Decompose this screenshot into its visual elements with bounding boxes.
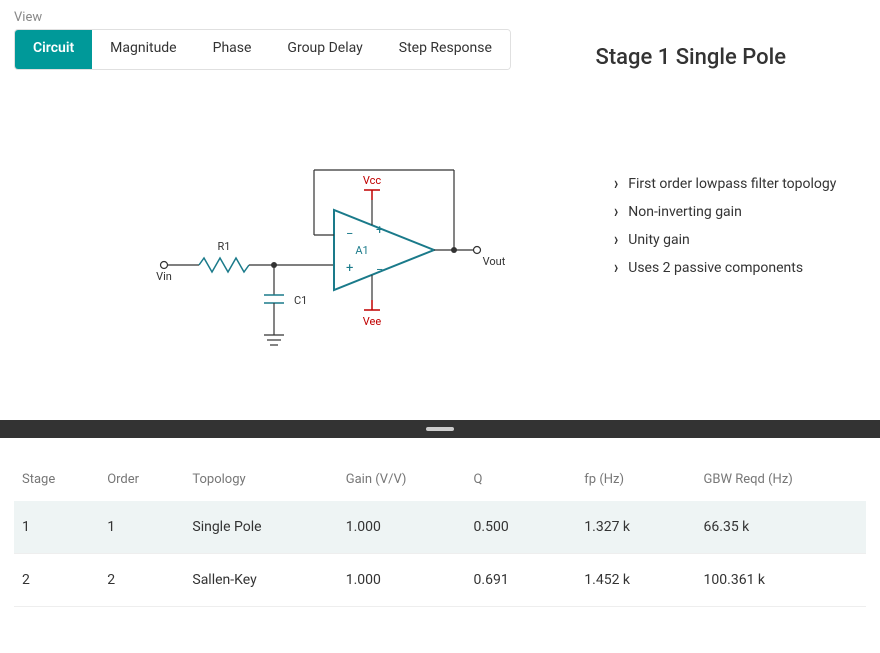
svg-text:−: − xyxy=(376,263,383,278)
tab-magnitude[interactable]: Magnitude xyxy=(92,30,194,69)
svg-text:Vee: Vee xyxy=(363,315,382,328)
svg-text:Vout: Vout xyxy=(483,255,506,268)
chevron-right-icon: › xyxy=(614,230,618,251)
svg-text:A1: A1 xyxy=(355,244,368,257)
tab-phase[interactable]: Phase xyxy=(195,30,270,69)
svg-text:Vcc: Vcc xyxy=(363,174,382,187)
tab-group-delay[interactable]: Group Delay xyxy=(269,30,380,69)
tab-circuit[interactable]: Circuit xyxy=(15,30,92,69)
svg-text:Vin: Vin xyxy=(156,270,172,283)
feature-item: › Unity gain xyxy=(614,226,866,254)
table-cell: 2 xyxy=(99,554,184,607)
table-header: Stage xyxy=(14,458,99,501)
feature-text: Uses 2 passive components xyxy=(628,260,803,276)
table-cell: 100.361 k xyxy=(696,554,866,607)
svg-text:−: − xyxy=(346,227,353,242)
table-cell: 1.000 xyxy=(338,501,466,554)
table-cell: 1 xyxy=(99,501,184,554)
table-cell: 2 xyxy=(14,554,99,607)
tab-step-response[interactable]: Step Response xyxy=(381,30,510,69)
table-header: GBW Reqd (Hz) xyxy=(696,458,866,501)
chevron-right-icon: › xyxy=(614,258,618,279)
drag-handle-icon xyxy=(426,427,454,431)
chevron-right-icon: › xyxy=(614,174,618,195)
stages-table: StageOrderTopologyGain (V/V)Qfp (Hz)GBW … xyxy=(14,458,866,607)
page-title: Stage 1 Single Pole xyxy=(596,29,866,70)
feature-item: › Non-inverting gain xyxy=(614,198,866,226)
table-cell: 1 xyxy=(14,501,99,554)
table-header: Topology xyxy=(184,458,337,501)
svg-text:+: + xyxy=(346,261,353,276)
feature-text: First order lowpass filter topology xyxy=(628,176,836,192)
circuit-diagram: Vin R1 C1 A1 − + xyxy=(14,90,574,390)
panel-divider[interactable] xyxy=(0,420,880,438)
feature-text: Non-inverting gain xyxy=(628,204,742,220)
table-cell: Single Pole xyxy=(184,501,337,554)
table-row[interactable]: 11Single Pole1.0000.5001.327 k66.35 k xyxy=(14,501,866,554)
view-label: View xyxy=(14,10,866,25)
table-row[interactable]: 22Sallen-Key1.0000.6911.452 k100.361 k xyxy=(14,554,866,607)
table-cell: 0.500 xyxy=(466,501,577,554)
table-header: Q xyxy=(466,458,577,501)
table-cell: 1.000 xyxy=(338,554,466,607)
table-cell: Sallen-Key xyxy=(184,554,337,607)
table-cell: 1.327 k xyxy=(576,501,695,554)
feature-item: › Uses 2 passive components xyxy=(614,254,866,282)
table-cell: 0.691 xyxy=(466,554,577,607)
table-header: fp (Hz) xyxy=(576,458,695,501)
svg-text:C1: C1 xyxy=(294,294,307,307)
feature-text: Unity gain xyxy=(628,232,690,248)
svg-text:+: + xyxy=(376,223,383,238)
table-cell: 1.452 k xyxy=(576,554,695,607)
tabs: CircuitMagnitudePhaseGroup DelayStep Res… xyxy=(14,29,511,70)
table-header: Gain (V/V) xyxy=(338,458,466,501)
svg-text:R1: R1 xyxy=(218,240,231,253)
chevron-right-icon: › xyxy=(614,202,618,223)
feature-item: › First order lowpass filter topology xyxy=(614,170,866,198)
table-cell: 66.35 k xyxy=(696,501,866,554)
feature-list: › First order lowpass filter topology › Non… xyxy=(574,90,866,390)
table-header: Order xyxy=(99,458,184,501)
